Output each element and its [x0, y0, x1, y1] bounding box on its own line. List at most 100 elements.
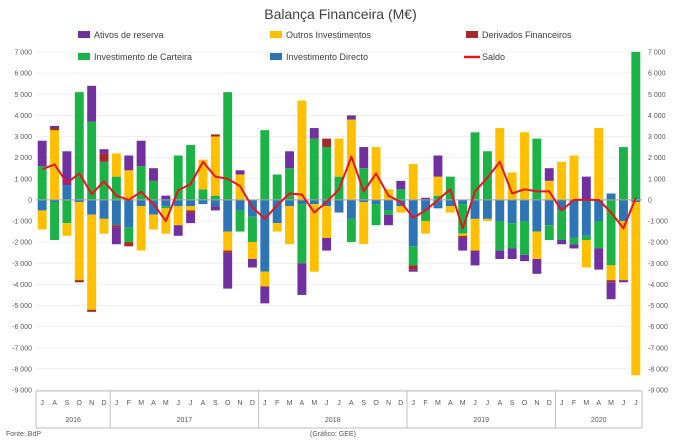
bar-segment: [50, 199, 60, 202]
x-tick-label: N: [238, 400, 243, 407]
bar-segment: [421, 221, 431, 234]
bar-segment: [198, 159, 208, 190]
bar-segment: [173, 199, 183, 207]
bar-segment: [285, 151, 294, 169]
bar-segment: [520, 199, 529, 221]
chart-title: Balança Financeira (M€): [264, 6, 417, 22]
x-tick-label: F: [572, 400, 576, 407]
x-tick-label: A: [497, 400, 502, 407]
bar-segment: [445, 206, 455, 213]
bar-segment: [470, 218, 480, 251]
bar-segment: [309, 199, 319, 205]
bar-segment: [111, 225, 121, 228]
legend-swatch: [78, 53, 90, 60]
x-tick-label: D: [398, 400, 403, 407]
bar-segment: [482, 151, 492, 200]
bar-segment: [346, 218, 356, 243]
bar-segment: [408, 265, 418, 270]
bar-segment: [210, 195, 220, 200]
bar-segment: [62, 151, 72, 186]
x-tick-label: S: [213, 400, 218, 407]
bar-segment: [507, 223, 517, 249]
bar-segment: [223, 252, 233, 289]
x-tick-label: N: [89, 400, 94, 407]
bar-segment: [37, 199, 47, 211]
bar-segment: [618, 221, 628, 281]
x-tick-label: M: [163, 400, 169, 407]
y-tick-label-right: -3 000: [648, 261, 668, 268]
bar-segment: [62, 223, 72, 236]
y-tick-label-right: 0: [648, 197, 652, 204]
bar-segment: [99, 199, 109, 219]
bar-segment: [594, 128, 604, 200]
bar-segment: [334, 138, 344, 177]
bar-segment: [50, 128, 60, 131]
legend-label: Ativos de reserva: [94, 30, 164, 40]
legend-swatch: [270, 53, 282, 60]
legend-swatch: [78, 31, 90, 38]
bar-segment: [62, 199, 72, 224]
bar-segment: [371, 199, 381, 205]
bar-segment: [606, 265, 616, 281]
bar-segment: [569, 244, 579, 249]
x-tick-label: D: [250, 400, 255, 407]
bar-segment: [606, 280, 616, 283]
y-tick-label-left: -1 000: [12, 219, 32, 226]
bar-segment: [136, 166, 146, 200]
bar-segment: [458, 199, 468, 205]
bar-segment: [272, 174, 282, 200]
bar-segment: [99, 218, 109, 234]
bar-segment: [210, 206, 220, 211]
bar-segment: [569, 237, 579, 245]
bar-segment: [173, 206, 183, 226]
y-tick-label-right: -8 000: [648, 366, 668, 373]
year-label: 2019: [473, 417, 489, 424]
x-tick-label: N: [386, 400, 391, 407]
bar-segment: [408, 269, 418, 272]
y-tick-label-right: 4 000: [648, 113, 666, 120]
y-tick-label-right: -5 000: [648, 303, 668, 310]
bar-segment: [421, 199, 431, 211]
bar-segment: [309, 204, 319, 272]
bar-segment: [186, 212, 196, 224]
bar-segment: [285, 206, 294, 245]
year-label: 2016: [65, 417, 81, 424]
bar-segment: [581, 199, 591, 236]
legend-label: Investimento Directo: [286, 52, 368, 62]
x-tick-label: F: [275, 400, 279, 407]
bar-segment: [210, 134, 220, 137]
bar-segment: [322, 138, 332, 148]
y-tick-label-right: 6 000: [648, 71, 666, 78]
y-tick-label-left: 1 000: [14, 176, 32, 183]
bar-segment: [470, 132, 480, 200]
bar-segment: [260, 199, 270, 272]
bar-segment: [544, 199, 554, 226]
bar-segment: [346, 115, 356, 120]
bar-segment: [37, 210, 47, 230]
bar-segment: [557, 161, 567, 200]
bar-segment: [408, 246, 418, 266]
bar-segment: [346, 199, 356, 219]
y-tick-label-left: 0: [28, 197, 32, 204]
saldo-line: [41, 155, 637, 230]
bar-segment: [581, 235, 591, 241]
x-tick-label: O: [225, 400, 231, 407]
bar-segment: [606, 199, 616, 266]
bar-segment: [507, 199, 517, 224]
bar-segment: [359, 168, 369, 200]
bar-segment: [507, 172, 517, 200]
bar-segment: [223, 250, 233, 253]
bar-segment: [594, 199, 604, 221]
x-tick-label: A: [151, 400, 156, 407]
y-tick-label-left: -3 000: [12, 261, 32, 268]
bar-segment: [37, 140, 47, 167]
x-tick-label: O: [522, 400, 528, 407]
bar-segment: [482, 199, 492, 219]
bar-segment: [532, 138, 542, 200]
legend-label: Derivados Financeiros: [482, 30, 572, 40]
y-tick-label-left: 2 000: [14, 155, 32, 162]
bar-segment: [408, 163, 418, 200]
bar-segment: [161, 206, 171, 209]
y-tick-label-right: -4 000: [648, 282, 668, 289]
x-tick-label: O: [77, 400, 83, 407]
